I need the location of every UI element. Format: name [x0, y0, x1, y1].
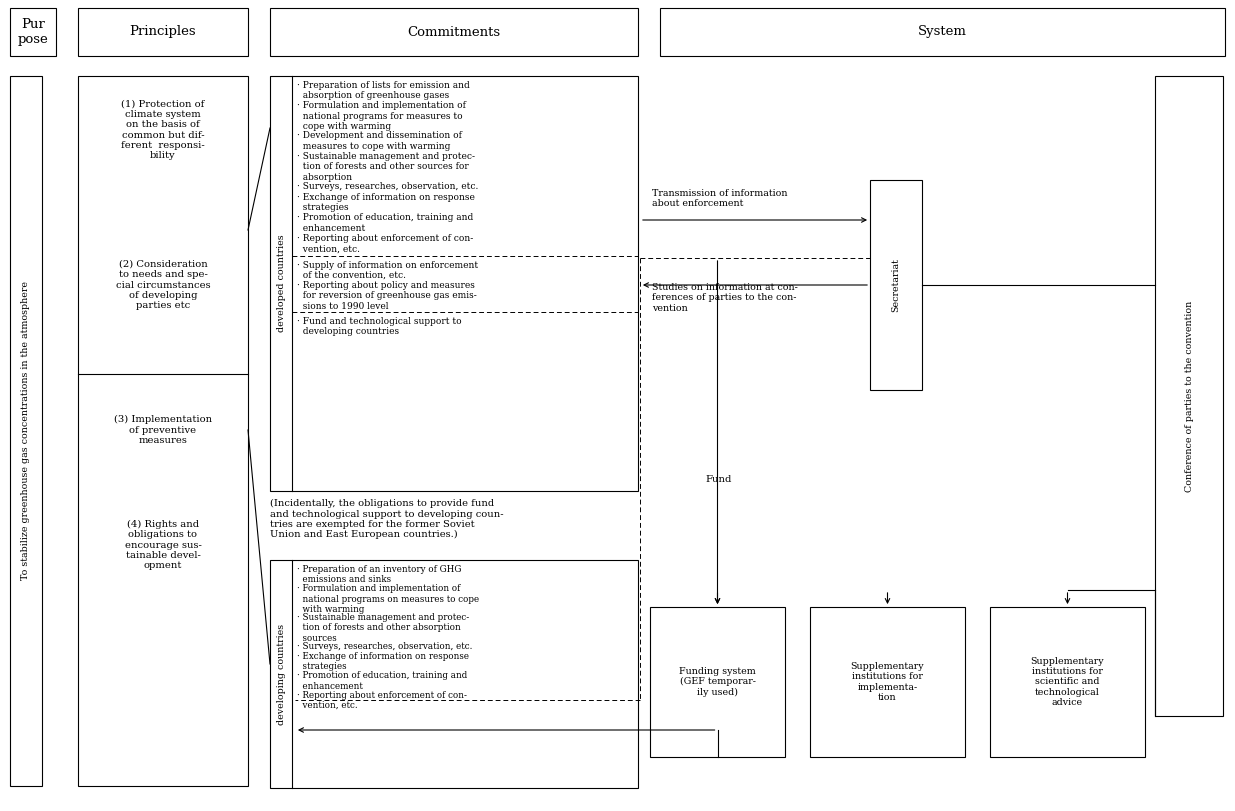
Bar — [1155, 76, 1223, 716]
Text: · Promotion of education, training and
  enhancement: · Promotion of education, training and e… — [296, 213, 473, 233]
Text: developed countries: developed countries — [277, 234, 285, 333]
Text: · Preparation of an inventory of GHG
  emissions and sinks: · Preparation of an inventory of GHG emi… — [296, 565, 462, 585]
Text: · Surveys, researches, observation, etc.: · Surveys, researches, observation, etc. — [296, 182, 478, 191]
Bar — [78, 8, 248, 56]
Text: · Promotion of education, training and
  enhancement: · Promotion of education, training and e… — [296, 672, 467, 691]
Bar — [659, 8, 1225, 56]
Text: · Sustainable management and protec-
  tion of forests and other absorption
  so: · Sustainable management and protec- tio… — [296, 613, 469, 643]
Text: Supplementary
institutions for
implementa-
tion: Supplementary institutions for implement… — [851, 662, 924, 702]
Text: Principles: Principles — [130, 25, 196, 38]
Text: · Preparation of lists for emission and
  absorption of greenhouse gases: · Preparation of lists for emission and … — [296, 81, 469, 101]
Bar — [869, 180, 923, 390]
Text: (Incidentally, the obligations to provide fund
and technological support to deve: (Incidentally, the obligations to provid… — [270, 499, 504, 539]
Text: To stabilize greenhouse gas concentrations in the atmosphere: To stabilize greenhouse gas concentratio… — [21, 281, 31, 581]
Text: Transmission of information
about enforcement: Transmission of information about enforc… — [652, 189, 788, 208]
Bar — [270, 8, 638, 56]
Text: Supplementary
institutions for
scientific and
technological
advice: Supplementary institutions for scientifi… — [1031, 657, 1104, 707]
Text: · Reporting about enforcement of con-
  vention, etc.: · Reporting about enforcement of con- ve… — [296, 234, 473, 253]
Text: · Exchange of information on response
  strategies: · Exchange of information on response st… — [296, 193, 475, 212]
Text: · Sustainable management and protec-
  tion of forests and other sources for
  a: · Sustainable management and protec- tio… — [296, 152, 475, 182]
Text: · Supply of information on enforcement
  of the convention, etc.: · Supply of information on enforcement o… — [296, 260, 478, 280]
Text: Fund: Fund — [705, 475, 731, 484]
Bar — [10, 8, 56, 56]
Bar — [810, 607, 965, 757]
Bar — [650, 607, 785, 757]
Text: Pur
pose: Pur pose — [17, 18, 48, 46]
Text: Studies on information at con-
ferences of parties to the con-
vention: Studies on information at con- ferences … — [652, 283, 798, 313]
Text: · Fund and technological support to
  developing countries: · Fund and technological support to deve… — [296, 317, 462, 337]
Text: · Formulation and implementation of
  national programs on measures to cope
  wi: · Formulation and implementation of nati… — [296, 585, 479, 614]
Text: Secretariat: Secretariat — [892, 258, 900, 312]
Text: Funding system
(GEF temporar-
ily used): Funding system (GEF temporar- ily used) — [679, 667, 756, 697]
Text: · Exchange of information on response
  strategies: · Exchange of information on response st… — [296, 652, 469, 672]
Text: (4) Rights and
obligations to
encourage sus-
tainable devel-
opment: (4) Rights and obligations to encourage … — [125, 520, 201, 570]
Bar — [78, 76, 248, 786]
Text: Conference of parties to the convention: Conference of parties to the convention — [1184, 300, 1193, 491]
Bar — [270, 560, 638, 788]
Text: (1) Protection of
climate system
on the basis of
common but dif-
ferent  respons: (1) Protection of climate system on the … — [121, 100, 205, 161]
Bar — [270, 76, 638, 491]
Text: Commitments: Commitments — [408, 25, 500, 38]
Text: · Surveys, researches, observation, etc.: · Surveys, researches, observation, etc. — [296, 642, 472, 650]
Text: · Development and dissemination of
  measures to cope with warming: · Development and dissemination of measu… — [296, 131, 462, 151]
Text: (3) Implementation
of preventive
measures: (3) Implementation of preventive measure… — [114, 415, 212, 445]
Bar — [990, 607, 1145, 757]
Bar — [10, 76, 42, 786]
Text: System: System — [918, 25, 967, 38]
Text: · Reporting about policy and measures
  for reversion of greenhouse gas emis-
  : · Reporting about policy and measures fo… — [296, 281, 477, 311]
Text: · Formulation and implementation of
  national programs for measures to
  cope w: · Formulation and implementation of nati… — [296, 101, 466, 131]
Text: · Reporting about enforcement of con-
  vention, etc.: · Reporting about enforcement of con- ve… — [296, 691, 467, 710]
Text: developing countries: developing countries — [277, 624, 285, 724]
Text: (2) Consideration
to needs and spe-
cial circumstances
of developing
parties etc: (2) Consideration to needs and spe- cial… — [116, 260, 210, 311]
